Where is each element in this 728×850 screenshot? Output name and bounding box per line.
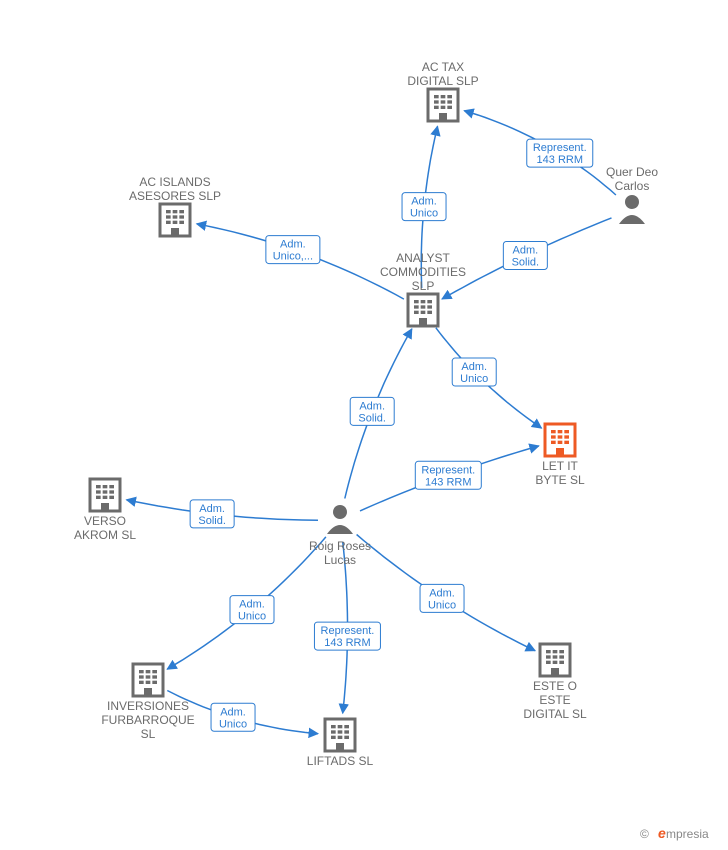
edge-label-text: Adm. bbox=[461, 361, 487, 373]
node-label: DIGITAL SLP bbox=[407, 74, 478, 88]
edge-label-text: Adm. bbox=[280, 239, 306, 251]
edge-label-text: Unico bbox=[219, 718, 247, 730]
edge-label-text: Unico bbox=[460, 373, 488, 385]
node-este_o_este[interactable]: ESTE OESTEDIGITAL SL bbox=[523, 644, 587, 721]
node-liftads[interactable]: LIFTADS SL bbox=[307, 719, 374, 768]
edge-label-text: Unico,... bbox=[273, 251, 313, 263]
building-icon bbox=[408, 294, 438, 326]
node-label: SLP bbox=[412, 279, 435, 293]
node-label: SL bbox=[141, 727, 156, 741]
building-icon bbox=[160, 204, 190, 236]
node-verso[interactable]: VERSOAKROM SL bbox=[74, 479, 136, 542]
edge-label-text: Unico bbox=[428, 599, 456, 611]
edge-label-text: Solid. bbox=[358, 412, 386, 424]
building-icon bbox=[428, 89, 458, 121]
network-diagram: Represent.143 RRMAdm.Solid.Adm.UnicoAdm.… bbox=[0, 0, 728, 850]
building-icon bbox=[90, 479, 120, 511]
edge-label-roig-este_o_este: Adm.Unico bbox=[420, 584, 464, 612]
edge-label-text: Adm. bbox=[512, 244, 538, 256]
node-label: INVERSIONES bbox=[107, 699, 189, 713]
node-label: LET IT bbox=[542, 459, 578, 473]
edge-label-analyst-ac_islands: Adm.Unico,... bbox=[266, 236, 320, 264]
edge-label-text: Solid. bbox=[512, 256, 540, 268]
building-icon bbox=[540, 644, 570, 676]
node-label: ANALYST bbox=[396, 251, 450, 265]
edge-label-roig-inversiones: Adm.Unico bbox=[230, 596, 274, 624]
node-roig[interactable]: Roig RosesLucas bbox=[309, 505, 371, 567]
node-label: ESTE O bbox=[533, 679, 577, 693]
node-label: Quer Deo bbox=[606, 165, 658, 179]
edge-label-quer_deo-ac_tax: Represent.143 RRM bbox=[527, 139, 593, 167]
node-label: AC TAX bbox=[422, 60, 464, 74]
edge-label-text: Solid. bbox=[198, 515, 226, 527]
edge-label-roig-liftads: Represent.143 RRM bbox=[314, 622, 380, 650]
node-inversiones[interactable]: INVERSIONESFURBARROQUESL bbox=[101, 664, 194, 741]
watermark: © empresia bbox=[640, 825, 709, 841]
edge-label-text: Adm. bbox=[359, 400, 385, 412]
edge-label-roig-let_it_byte: Represent.143 RRM bbox=[415, 461, 481, 489]
edge-label-text: Represent. bbox=[533, 142, 587, 154]
person-icon bbox=[327, 505, 353, 534]
node-label: Lucas bbox=[324, 553, 356, 567]
building-icon bbox=[545, 424, 575, 456]
node-label: FURBARROQUE bbox=[101, 713, 194, 727]
node-label: VERSO bbox=[84, 514, 126, 528]
node-label: Roig Roses bbox=[309, 539, 371, 553]
node-label: AKROM SL bbox=[74, 528, 136, 542]
edge-label-analyst-ac_tax: Adm.Unico bbox=[402, 193, 446, 221]
edge-label-text: Adm. bbox=[411, 196, 437, 208]
svg-text:e: e bbox=[658, 825, 666, 841]
node-label: BYTE SL bbox=[535, 473, 585, 487]
node-label: COMMODITIES bbox=[380, 265, 466, 279]
node-ac_islands[interactable]: AC ISLANDSASESORES SLP bbox=[129, 175, 221, 236]
node-let_it_byte[interactable]: LET ITBYTE SL bbox=[535, 424, 585, 487]
edge-label-text: Adm. bbox=[239, 599, 265, 611]
node-label: ASESORES SLP bbox=[129, 189, 221, 203]
node-label: ESTE bbox=[539, 693, 570, 707]
node-label: LIFTADS SL bbox=[307, 754, 374, 768]
edge-label-text: 143 RRM bbox=[425, 476, 471, 488]
edge-label-roig-verso: Adm.Solid. bbox=[190, 500, 234, 528]
building-icon bbox=[133, 664, 163, 696]
edge-label-analyst-let_it_byte: Adm.Unico bbox=[452, 358, 496, 386]
edge-label-text: 143 RRM bbox=[324, 637, 370, 649]
person-icon bbox=[619, 195, 645, 224]
svg-text:©: © bbox=[640, 827, 649, 841]
edge-label-text: Represent. bbox=[421, 464, 475, 476]
svg-text:mpresia: mpresia bbox=[666, 827, 709, 841]
edge-label-inversiones-liftads: Adm.Unico bbox=[211, 703, 255, 731]
edge-label-text: Adm. bbox=[429, 587, 455, 599]
edge-label-text: Adm. bbox=[199, 503, 225, 515]
node-quer_deo[interactable]: Quer DeoCarlos bbox=[606, 165, 658, 224]
node-label: DIGITAL SL bbox=[523, 707, 587, 721]
edge-label-text: Represent. bbox=[321, 625, 375, 637]
edge-label-text: 143 RRM bbox=[537, 154, 583, 166]
node-analyst[interactable]: ANALYSTCOMMODITIESSLP bbox=[380, 251, 466, 326]
node-label: Carlos bbox=[615, 179, 650, 193]
edge-label-quer_deo-analyst: Adm.Solid. bbox=[503, 241, 547, 269]
edge-label-text: Unico bbox=[410, 208, 438, 220]
node-label: AC ISLANDS bbox=[139, 175, 210, 189]
building-icon bbox=[325, 719, 355, 751]
edge-label-text: Unico bbox=[238, 611, 266, 623]
edge-label-text: Adm. bbox=[220, 706, 246, 718]
edge-label-roig-analyst: Adm.Solid. bbox=[350, 397, 394, 425]
